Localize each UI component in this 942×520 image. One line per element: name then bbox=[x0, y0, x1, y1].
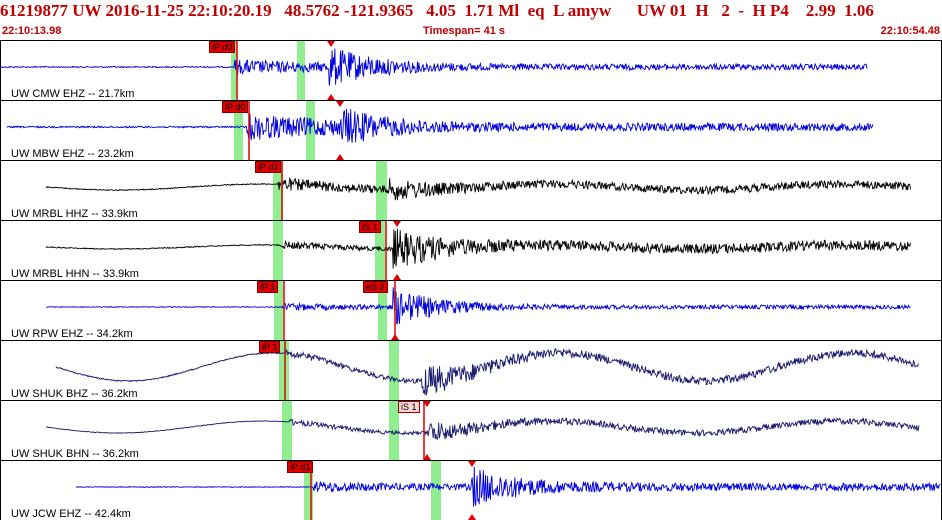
amp-marker-up-icon bbox=[468, 514, 476, 520]
phase-window-band bbox=[389, 401, 399, 460]
pick-tag[interactable]: iP d1 bbox=[255, 161, 282, 173]
waveform-trace bbox=[75, 466, 941, 507]
amp-marker-up-icon bbox=[393, 274, 401, 280]
trace-panel-shuk-bhn[interactable]: iS 1 UW SHUK BHN -- 36.2km bbox=[0, 400, 942, 461]
channel-label: UW MRBL HHZ -- 33.9km bbox=[11, 208, 138, 220]
waveform-trace bbox=[1, 48, 868, 86]
waveform-trace bbox=[6, 108, 874, 143]
phase-window-band bbox=[389, 341, 399, 400]
timespan-label: Timespan= 41 s bbox=[423, 25, 506, 37]
phase-window-band bbox=[282, 401, 292, 460]
phase-window-band bbox=[378, 281, 387, 340]
amp-marker-down-icon bbox=[468, 461, 476, 467]
phase-window-band bbox=[273, 221, 283, 280]
event-header: 61219877 UW 2016-11-25 22:10:20.19 48.57… bbox=[0, 0, 942, 40]
pick-tag[interactable]: iP 1 bbox=[259, 341, 281, 353]
channel-label: UW CMW EHZ -- 21.7km bbox=[11, 88, 135, 100]
event-summary-title: 61219877 UW 2016-11-25 22:10:20.19 48.57… bbox=[0, 1, 874, 20]
start-time: 22:10:13.98 bbox=[2, 25, 62, 37]
waveform-trace bbox=[55, 348, 919, 396]
amp-marker-down-icon bbox=[393, 221, 401, 227]
phase-window-band bbox=[273, 161, 283, 220]
phase-window-band bbox=[375, 221, 385, 280]
pick-tag[interactable]: eS 2 bbox=[363, 281, 388, 293]
pick-tag[interactable]: iP d0 bbox=[222, 101, 249, 113]
waveform-trace bbox=[45, 416, 920, 441]
amp-marker-up-icon bbox=[423, 454, 431, 460]
amp-marker-down-icon bbox=[336, 101, 344, 107]
channel-label: UW RPW EHZ -- 34.2km bbox=[11, 328, 133, 340]
waveform-trace bbox=[45, 228, 911, 269]
pick-tag-selected[interactable]: iS 1 bbox=[398, 401, 420, 413]
channel-label: UW JCW EHZ -- 42.4km bbox=[11, 508, 131, 520]
channel-label: UW SHUK BHN -- 36.2km bbox=[11, 448, 139, 460]
trace-panel-shuk-bhz[interactable]: iP 1 UW SHUK BHZ -- 36.2km bbox=[0, 340, 942, 401]
phase-window-band bbox=[279, 341, 289, 400]
phase-window-band bbox=[231, 41, 237, 100]
end-time: 22:10:54.48 bbox=[880, 25, 940, 37]
waveform-trace bbox=[45, 176, 911, 201]
pick-tag[interactable]: iP 1 bbox=[257, 281, 279, 293]
waveform-trace bbox=[46, 287, 911, 325]
phase-window-band bbox=[304, 461, 313, 520]
channel-label: UW MRBL HHN -- 33.9km bbox=[11, 268, 139, 280]
pick-tag[interactable]: iS 1 bbox=[359, 221, 381, 233]
phase-window-band bbox=[274, 281, 283, 340]
trace-panel-mrbl-hhz[interactable]: iP d1 UW MRBL HHZ -- 33.9km bbox=[0, 160, 942, 221]
pick-tag[interactable]: iP d1 bbox=[287, 461, 314, 473]
amp-marker-up-icon bbox=[327, 94, 335, 100]
amp-marker-up-icon bbox=[391, 334, 399, 340]
amp-marker-up-icon bbox=[336, 154, 344, 160]
trace-panel-mrbl-hhn[interactable]: iS 1 UW MRBL HHN -- 33.9km bbox=[0, 220, 942, 281]
channel-label: UW MBW EHZ -- 23.2km bbox=[11, 148, 134, 160]
trace-panel-mbw[interactable]: iP d0 UW MBW EHZ -- 23.2km bbox=[0, 100, 942, 161]
phase-window-band bbox=[234, 101, 243, 160]
trace-panel-rpw[interactable]: iP 1 eS 2 UW RPW EHZ -- 34.2km bbox=[0, 280, 942, 341]
trace-panel-jcw[interactable]: iP d1 UW JCW EHZ -- 42.4km bbox=[0, 460, 942, 520]
amp-marker-down-icon bbox=[423, 401, 431, 407]
channel-label: UW SHUK BHZ -- 36.2km bbox=[11, 388, 138, 400]
phase-window-band bbox=[431, 461, 441, 520]
amp-marker-down-icon bbox=[327, 41, 335, 47]
pick-tag[interactable]: iP d0 bbox=[209, 41, 236, 53]
trace-panel-cmw[interactable]: iP d0 UW CMW EHZ -- 21.7km bbox=[0, 40, 942, 101]
trace-panels: iP d0 UW CMW EHZ -- 21.7km iP d0 UW MBW … bbox=[0, 40, 942, 520]
phase-window-band bbox=[297, 41, 305, 100]
